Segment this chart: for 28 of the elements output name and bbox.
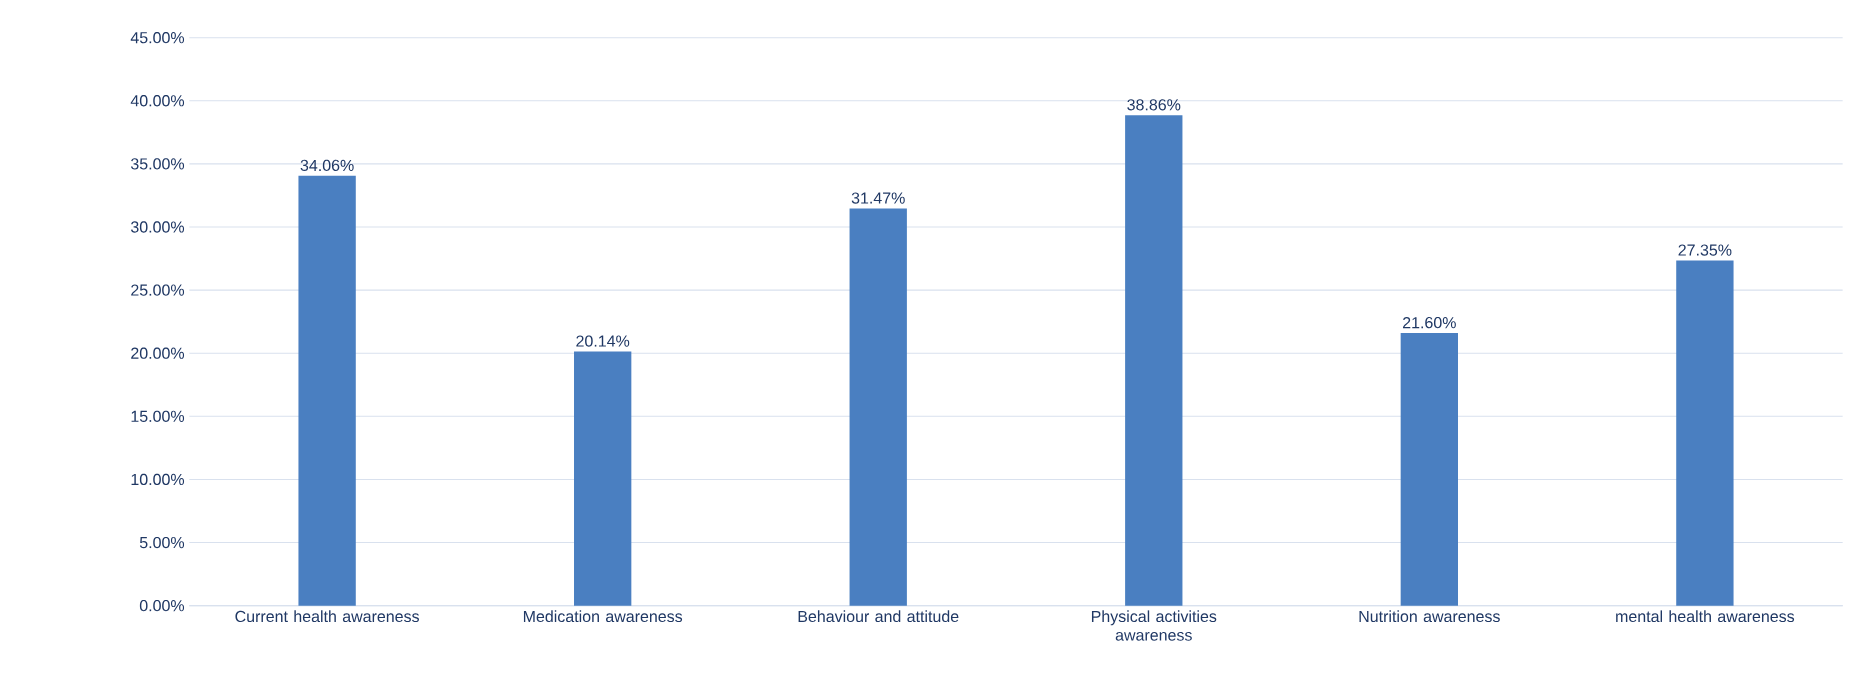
- data-label: 31.47%: [851, 192, 905, 204]
- y-tick-label: 45.00%: [130, 32, 185, 44]
- bar: [1125, 115, 1183, 606]
- data-label: 38.86%: [1127, 99, 1181, 111]
- y-tick-label: 20.00%: [131, 347, 185, 359]
- x-tick-label: Behaviour and attitude: [798, 610, 959, 623]
- y-tick-label: 5.00%: [139, 536, 185, 549]
- y-tick-label: 0.00%: [139, 599, 185, 612]
- data-label: 27.35%: [1678, 244, 1732, 256]
- x-tick-label: Physical activities awareness: [1091, 610, 1217, 641]
- x-tick-label: mental health awareness: [1616, 610, 1795, 623]
- bar: [574, 351, 632, 606]
- x-tick-label: Nutrition awareness: [1359, 610, 1500, 623]
- y-tick-label: 25.00%: [131, 284, 185, 296]
- data-label: 21.60%: [1402, 316, 1456, 329]
- y-tick-label: 35.00%: [130, 158, 185, 170]
- bar: [298, 175, 356, 606]
- bar: [1676, 260, 1734, 606]
- bar: [849, 208, 907, 606]
- bar: [1400, 333, 1458, 606]
- y-tick-label: 15.00%: [131, 410, 185, 422]
- y-tick-label: 10.00%: [131, 473, 185, 486]
- data-label: 34.06%: [300, 159, 354, 172]
- y-tick-label: 40.00%: [130, 95, 185, 107]
- x-tick-label: Current health awareness: [235, 610, 419, 623]
- y-tick-label: 30.00%: [130, 221, 185, 233]
- x-tick-label: Medication awareness: [523, 610, 683, 623]
- data-label: 20.14%: [576, 335, 630, 347]
